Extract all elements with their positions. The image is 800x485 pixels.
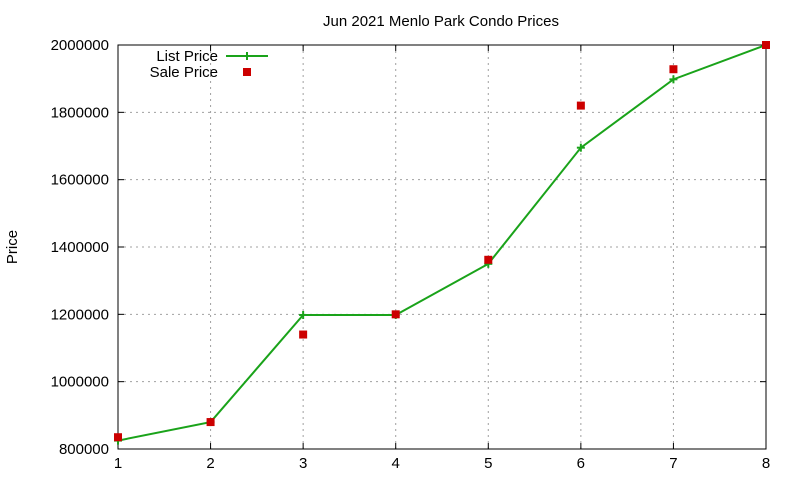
sale-price-point: [299, 330, 308, 339]
legend-marker: [243, 52, 251, 60]
sale-price-point: [484, 255, 493, 264]
sale-price-point: [114, 433, 122, 442]
x-tick-label: 1: [114, 455, 122, 472]
x-tick-label: 2: [206, 455, 214, 472]
y-tick-label: 1600000: [51, 172, 109, 189]
list-price-point: [299, 311, 308, 320]
x-tick-label: 6: [577, 455, 585, 472]
x-tick-label: 4: [392, 455, 400, 472]
y-tick-label: 2000000: [51, 37, 109, 54]
y-tick-label: 1400000: [51, 239, 109, 256]
grid: [118, 45, 766, 449]
axis-ticks: 1 2 3 4 5 6 7 8 800000 1000000 1200000 1400000 16000…: [51, 37, 771, 472]
legend-label: List Price: [156, 48, 218, 65]
x-tick-label: 7: [669, 455, 677, 472]
y-tick-label: 1800000: [51, 104, 109, 121]
sale-price-point: [576, 101, 585, 110]
sale-price-point: [391, 310, 400, 319]
list-price-point: [576, 143, 585, 152]
x-tick-label: 8: [762, 455, 770, 472]
legend-marker: [243, 68, 251, 76]
legend-label: Sale Price: [150, 64, 218, 81]
x-tick-label: 5: [484, 455, 492, 472]
x-tick-label: 3: [299, 455, 307, 472]
y-tick-label: 1200000: [51, 306, 109, 323]
y-axis-title: Price: [4, 230, 21, 264]
series-layer: [114, 41, 770, 445]
y-tick-label: 1000000: [51, 374, 109, 391]
chart-title: Jun 2021 Menlo Park Condo Prices: [323, 13, 559, 30]
sale-price-point: [206, 418, 215, 427]
list-price-line: [117, 44, 767, 442]
sale-price-point: [669, 65, 678, 74]
y-tick-label: 800000: [59, 441, 109, 458]
sale-price-point: [762, 41, 770, 49]
list-price-point: [669, 75, 678, 84]
